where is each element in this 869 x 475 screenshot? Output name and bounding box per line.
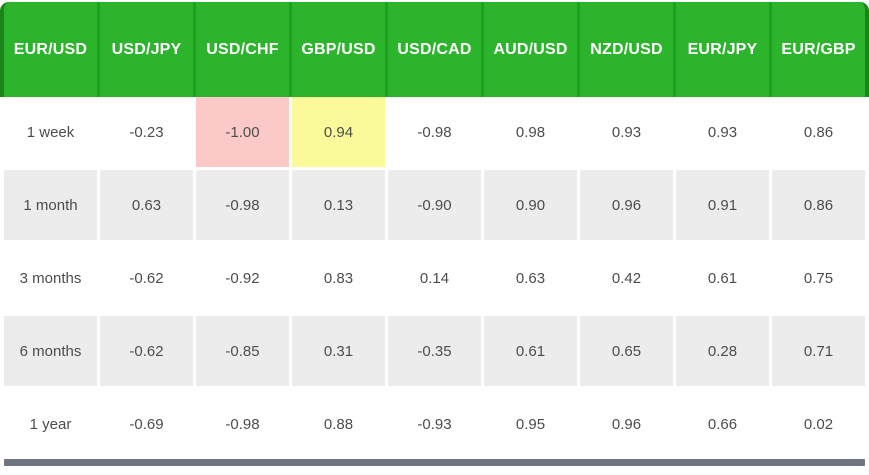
correlation-cell: 0.75: [772, 243, 865, 313]
correlation-cell: 0.93: [676, 97, 769, 167]
correlation-cell: 0.66: [676, 389, 769, 459]
correlation-cell-highlight-strong-positive: 0.94: [292, 97, 385, 167]
correlation-cell: 0.65: [580, 316, 673, 386]
row-label-6-months: 6 months: [4, 316, 97, 386]
correlation-cell: -0.90: [388, 170, 481, 240]
header-cell-gbp-usd: GBP/USD: [292, 2, 385, 97]
correlation-cell: 0.28: [676, 316, 769, 386]
correlation-cell: 0.86: [772, 97, 865, 167]
correlation-cell: -0.98: [196, 170, 289, 240]
correlation-cell: 0.61: [676, 243, 769, 313]
correlation-cell: 0.88: [292, 389, 385, 459]
correlation-cell: 0.63: [100, 170, 193, 240]
correlation-cell-highlight-extreme-negative: -1.00: [196, 97, 289, 167]
correlation-cell: 0.93: [580, 97, 673, 167]
correlation-cell: 0.96: [580, 389, 673, 459]
correlation-cell: 0.83: [292, 243, 385, 313]
header-cell-usd-jpy: USD/JPY: [100, 2, 193, 97]
correlation-cell: -0.62: [100, 243, 193, 313]
header-cell-eur-usd: EUR/USD: [4, 2, 97, 97]
row-label-1-month: 1 month: [4, 170, 97, 240]
correlation-cell: 0.14: [388, 243, 481, 313]
correlation-cell: 0.02: [772, 389, 865, 459]
header-cell-eur-gbp: EUR/GBP: [772, 2, 865, 97]
correlation-cell: 0.96: [580, 170, 673, 240]
correlation-cell: 0.71: [772, 316, 865, 386]
correlation-cell: 0.63: [484, 243, 577, 313]
correlation-cell: 0.91: [676, 170, 769, 240]
correlation-cell: -0.98: [196, 389, 289, 459]
header-cell-usd-chf: USD/CHF: [196, 2, 289, 97]
header-cell-eur-jpy: EUR/JPY: [676, 2, 769, 97]
correlation-cell: 0.98: [484, 97, 577, 167]
correlation-cell: 0.13: [292, 170, 385, 240]
table-header-row: EUR/USD USD/JPY USD/CHF GBP/USD USD/CAD AUD/U…: [0, 2, 869, 97]
correlation-cell: -0.92: [196, 243, 289, 313]
table-body: 1 week -0.23 -1.00 0.94 -0.98 0.98 0.93 0.93 0.8…: [0, 97, 869, 459]
correlation-cell: 0.31: [292, 316, 385, 386]
row-label-1-week: 1 week: [4, 97, 97, 167]
correlation-cell: 0.86: [772, 170, 865, 240]
header-cell-nzd-usd: NZD/USD: [580, 2, 673, 97]
correlation-cell: 0.61: [484, 316, 577, 386]
header-cell-aud-usd: AUD/USD: [484, 2, 577, 97]
header-cell-usd-cad: USD/CAD: [388, 2, 481, 97]
horizontal-scrollbar-track: [4, 459, 865, 466]
correlation-cell: -0.93: [388, 389, 481, 459]
horizontal-scrollbar-thumb[interactable]: [4, 459, 865, 466]
correlation-cell: -0.23: [100, 97, 193, 167]
correlation-cell: -0.85: [196, 316, 289, 386]
correlation-cell: -0.69: [100, 389, 193, 459]
correlation-cell: -0.62: [100, 316, 193, 386]
correlation-cell: 0.95: [484, 389, 577, 459]
correlation-cell: -0.98: [388, 97, 481, 167]
correlation-cell: 0.42: [580, 243, 673, 313]
row-label-3-months: 3 months: [4, 243, 97, 313]
row-label-1-year: 1 year: [4, 389, 97, 459]
correlation-cell: -0.35: [388, 316, 481, 386]
correlation-cell: 0.90: [484, 170, 577, 240]
